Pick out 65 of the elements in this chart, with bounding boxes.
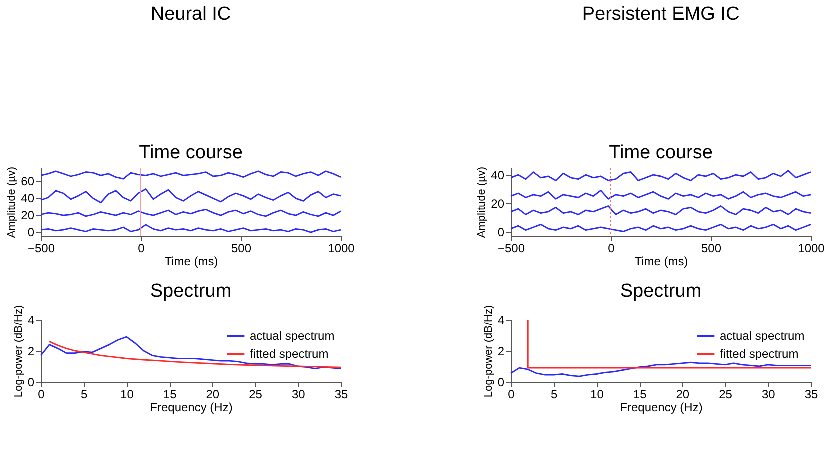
x-tick-label: 1000 xyxy=(798,242,826,256)
y-tick-label: 2 xyxy=(498,344,505,358)
chart-title: Time course xyxy=(609,142,713,164)
line-series xyxy=(510,170,812,182)
chart-title: Spectrum xyxy=(620,280,702,302)
x-tick-label: 20 xyxy=(206,388,220,402)
line-series xyxy=(510,206,812,216)
y-tick-label: 40 xyxy=(491,168,505,183)
x-axis-title: Frequency (Hz) xyxy=(150,400,233,414)
y-tick-label: 0 xyxy=(28,225,35,240)
line-series xyxy=(40,208,342,218)
y-tick-label: 0 xyxy=(498,225,505,240)
x-axis-title: Time (ms) xyxy=(164,254,218,268)
x-tick-label: 5 xyxy=(81,388,88,402)
y-tick-label: 20 xyxy=(491,196,505,211)
line-series xyxy=(510,190,812,200)
x-tick-label: 35 xyxy=(804,388,818,402)
chart-title: Time course xyxy=(139,142,243,164)
y-tick-label: 20 xyxy=(21,208,35,222)
chart-title: Spectrum xyxy=(150,280,232,302)
y-axis-title: Log-power (dB/Hz) xyxy=(482,305,495,398)
x-tick-label: 25 xyxy=(719,388,733,402)
x-tick-label: 0 xyxy=(508,388,516,402)
line-series xyxy=(40,224,342,234)
y-tick-label: 4 xyxy=(498,314,505,328)
y-axis-title: Amplitude (µv) xyxy=(476,166,488,238)
x-axis-title: Frequency (Hz) xyxy=(620,400,703,414)
x-tick-label: 0 xyxy=(138,242,146,256)
line-series xyxy=(40,170,342,180)
x-tick-label: −500 xyxy=(28,242,56,256)
x-tick-label: 5 xyxy=(551,388,558,402)
x-tick-label: 30 xyxy=(292,388,306,402)
line-series xyxy=(48,341,342,368)
line-series xyxy=(40,188,342,204)
legend-label: actual spectrum xyxy=(250,329,335,343)
y-tick-label: 0 xyxy=(28,376,35,390)
x-tick-label: −500 xyxy=(498,242,526,256)
legend-label: fitted spectrum xyxy=(720,347,799,361)
y-axis-title: Log-power (dB/Hz) xyxy=(12,305,25,398)
y-tick-label: 60 xyxy=(21,174,35,188)
text: Persistent EMG IC xyxy=(582,4,740,25)
x-tick-label: 10 xyxy=(590,388,604,402)
x-tick-label: 500 xyxy=(701,242,722,256)
y-tick-label: 4 xyxy=(28,314,35,328)
x-tick-label: 15 xyxy=(633,388,648,402)
y-tick-label: 0 xyxy=(498,376,505,390)
x-tick-label: 10 xyxy=(120,388,134,402)
x-tick-label: 25 xyxy=(249,388,263,402)
x-tick-label: 30 xyxy=(762,388,776,402)
y-tick-label: 2 xyxy=(28,344,35,358)
legend-label: fitted spectrum xyxy=(250,347,329,361)
y-tick-label: 40 xyxy=(21,191,35,206)
line-series xyxy=(510,224,812,232)
legend-label: actual spectrum xyxy=(720,329,805,343)
x-tick-label: 500 xyxy=(231,242,252,256)
x-tick-label: 20 xyxy=(676,388,690,402)
x-tick-label: 0 xyxy=(38,388,46,402)
text: Neural IC xyxy=(150,4,232,25)
x-tick-label: 0 xyxy=(608,242,616,256)
x-axis-title: Time (ms) xyxy=(634,254,688,268)
x-tick-label: 15 xyxy=(163,388,178,402)
x-tick-label: 35 xyxy=(334,388,348,402)
line-series xyxy=(510,362,812,378)
y-axis-title: Amplitude (µv) xyxy=(6,166,18,238)
x-tick-label: 1000 xyxy=(328,242,356,256)
